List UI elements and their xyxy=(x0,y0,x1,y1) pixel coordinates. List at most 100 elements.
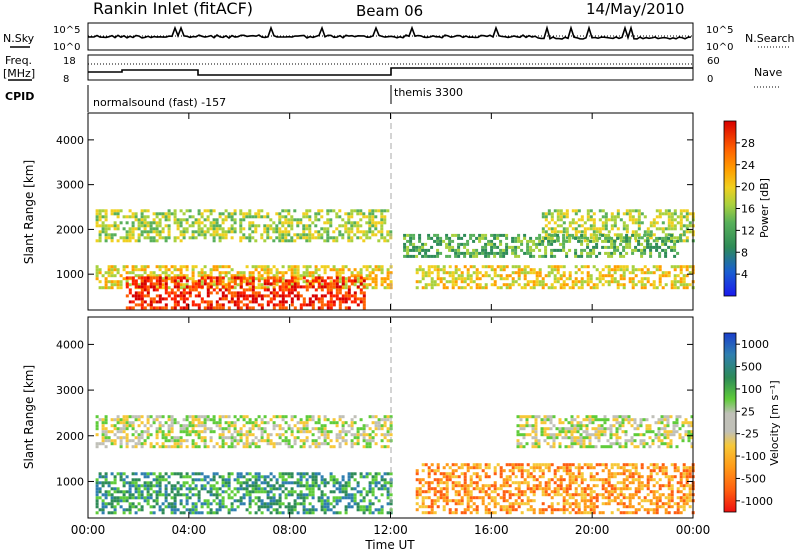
range-gate-cell xyxy=(673,274,677,278)
range-gate-cell xyxy=(589,466,593,470)
range-gate-cell xyxy=(430,508,434,512)
range-gate-cell xyxy=(242,212,246,216)
range-gate-cell xyxy=(131,276,135,280)
range-gate-cell xyxy=(577,469,581,473)
range-gate-cell xyxy=(687,430,691,434)
range-gate-cell xyxy=(368,218,372,222)
range-gate-cell xyxy=(140,484,144,488)
range-gate-cell xyxy=(627,421,631,425)
range-gate-cell xyxy=(451,280,455,284)
range-gate-cell xyxy=(640,283,644,287)
range-gate-cell xyxy=(257,415,261,419)
range-gate-cell xyxy=(365,433,369,437)
range-gate-cell xyxy=(275,268,279,272)
range-gate-cell xyxy=(230,433,234,437)
range-gate-cell xyxy=(266,475,270,479)
range-gate-cell xyxy=(502,499,506,503)
range-gate-cell xyxy=(119,505,123,509)
range-gate-cell xyxy=(98,418,102,422)
range-gate-cell xyxy=(158,285,162,289)
range-gate-cell xyxy=(230,276,234,280)
range-gate-cell xyxy=(203,487,207,491)
range-gate-cell xyxy=(514,251,518,255)
range-gate-cell xyxy=(155,288,159,292)
range-gate-cell xyxy=(386,445,390,449)
range-gate-cell xyxy=(619,242,623,246)
range-gate-cell xyxy=(424,463,428,467)
range-gate-cell xyxy=(359,288,363,292)
range-gate-cell xyxy=(639,421,643,425)
range-gate-cell xyxy=(359,297,363,301)
range-gate-cell xyxy=(341,276,345,280)
range-gate-cell xyxy=(516,424,520,428)
range-gate-cell xyxy=(570,439,574,443)
range-gate-cell xyxy=(149,481,153,485)
range-gate-cell xyxy=(591,415,595,419)
range-gate-cell xyxy=(110,493,114,497)
range-gate-cell xyxy=(562,463,566,467)
range-gate-cell xyxy=(353,268,357,272)
range-gate-cell xyxy=(200,227,204,231)
range-gate-cell xyxy=(424,251,428,255)
range-gate-cell xyxy=(531,436,535,440)
range-gate-cell xyxy=(248,209,252,213)
range-gate-cell xyxy=(466,502,470,506)
range-gate-cell xyxy=(143,475,147,479)
range-gate-cell xyxy=(559,484,563,488)
range-gate-cell xyxy=(230,285,234,289)
range-gate-cell xyxy=(215,424,219,428)
range-gate-cell xyxy=(586,242,590,246)
range-gate-cell xyxy=(481,499,485,503)
range-gate-cell xyxy=(505,242,509,246)
range-gate-cell xyxy=(359,493,363,497)
range-gate-cell xyxy=(371,230,375,234)
range-gate-cell xyxy=(640,236,644,240)
range-gate-cell xyxy=(239,227,243,231)
range-gate-cell xyxy=(248,418,252,422)
range-gate-cell xyxy=(457,248,461,252)
range-gate-cell xyxy=(197,230,201,234)
range-gate-cell xyxy=(451,271,455,275)
range-gate-cell xyxy=(389,424,393,428)
range-gate-cell xyxy=(110,439,114,443)
range-gate-cell xyxy=(454,283,458,287)
range-gate-cell xyxy=(409,233,413,237)
range-gate-cell xyxy=(418,245,422,249)
range-gate-cell xyxy=(182,294,186,298)
range-gate-cell xyxy=(176,285,180,289)
range-gate-cell xyxy=(197,224,201,228)
range-gate-cell xyxy=(502,478,506,482)
range-gate-cell xyxy=(421,274,425,278)
range-gate-cell xyxy=(158,481,162,485)
range-gate-cell xyxy=(517,239,521,243)
range-gate-cell xyxy=(368,445,372,449)
range-gate-cell xyxy=(338,303,342,307)
range-gate-cell xyxy=(574,505,578,509)
range-gate-cell xyxy=(577,511,581,515)
range-gate-cell xyxy=(224,283,228,287)
range-gate-cell xyxy=(251,291,255,295)
range-gate-cell xyxy=(323,505,327,509)
range-gate-cell xyxy=(493,469,497,473)
range-gate-cell xyxy=(642,445,646,449)
range-gate-cell xyxy=(125,285,129,289)
range-gate-cell xyxy=(619,265,623,269)
range-gate-cell xyxy=(113,274,117,278)
range-gate-cell xyxy=(308,280,312,284)
range-gate-cell xyxy=(143,288,147,292)
range-gate-cell xyxy=(631,280,635,284)
range-gate-cell xyxy=(538,469,542,473)
range-gate-cell xyxy=(299,306,303,310)
range-gate-cell xyxy=(206,274,210,278)
range-gate-cell xyxy=(514,502,518,506)
range-gate-cell xyxy=(469,280,473,284)
range-gate-cell xyxy=(287,265,291,269)
range-gate-cell xyxy=(499,505,503,509)
range-gate-cell xyxy=(344,224,348,228)
range-gate-cell xyxy=(606,439,610,443)
range-gate-cell xyxy=(371,415,375,419)
range-gate-cell xyxy=(290,418,294,422)
range-gate-cell xyxy=(586,466,590,470)
range-gate-cell xyxy=(472,463,476,467)
range-gate-cell xyxy=(421,248,425,252)
